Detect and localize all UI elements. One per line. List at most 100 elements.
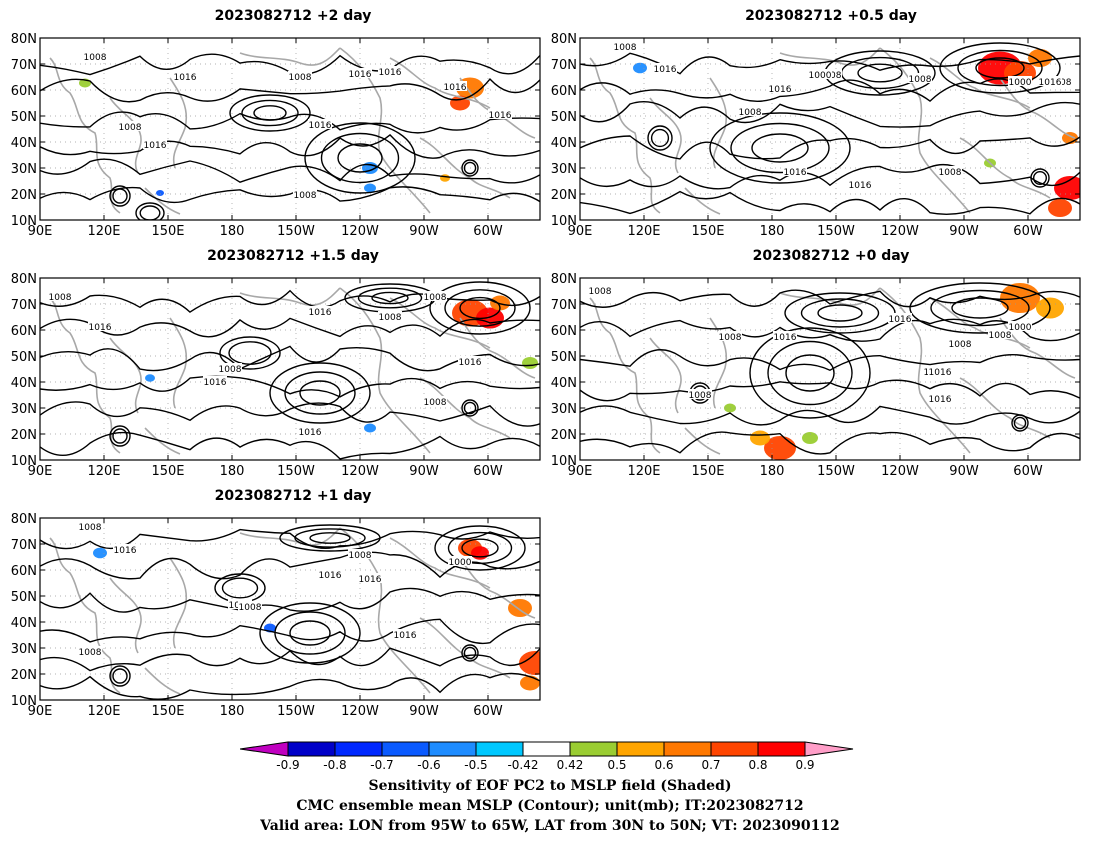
- lat-tick-label: 60N: [551, 324, 577, 339]
- lat-tick-label: 50N: [11, 110, 37, 125]
- colorbar-swatch: [616, 741, 665, 757]
- mslp-closed-contour: [800, 298, 880, 328]
- coastline: [144, 667, 181, 695]
- mslp-closed-contour: [1013, 416, 1027, 430]
- sensitivity-shade: [450, 95, 470, 111]
- lat-tick-label: 20N: [551, 188, 577, 203]
- mslp-contour: [40, 158, 540, 184]
- coastline: [419, 377, 511, 439]
- lat-tick-label: 40N: [11, 136, 37, 151]
- mslp-closed-contour: [909, 282, 1051, 334]
- mslp-contour: [40, 289, 540, 313]
- mslp-closed-contour: [463, 646, 477, 660]
- mslp-closed-contour: [294, 528, 366, 548]
- lat-tick-label: 10N: [11, 694, 37, 709]
- coastline: [109, 337, 142, 414]
- lat-tick-label: 10N: [551, 214, 577, 229]
- lon-tick-label: 90W: [949, 224, 979, 239]
- mslp-closed-contour: [749, 327, 871, 419]
- coastline: [709, 317, 728, 409]
- colorbar-label: -0.42: [507, 758, 538, 772]
- sensitivity-shade: [522, 357, 538, 369]
- sensitivity-shade: [764, 436, 796, 460]
- contour-label: 1016: [489, 111, 512, 121]
- mslp-contour: [40, 431, 540, 460]
- coastline: [589, 57, 661, 214]
- contour-label: 1016: [379, 68, 402, 78]
- sensitivity-shade: [452, 299, 488, 327]
- sensitivity-shade: [802, 432, 818, 444]
- contour-label: 1016: [204, 378, 227, 388]
- lon-tick-label: 150W: [277, 224, 315, 239]
- mslp-closed-contour: [269, 362, 371, 424]
- mslp-closed-contour: [139, 205, 161, 220]
- contour-label: 1016: [929, 395, 952, 405]
- contour-label: 1016: [144, 141, 167, 151]
- sensitivity-shade: [1054, 176, 1080, 200]
- mslp-closed-contour: [112, 188, 128, 204]
- map-frame: [39, 37, 541, 221]
- mslp-closed-contour: [279, 524, 381, 552]
- sensitivity-shade: [519, 651, 540, 675]
- contour-label: 1000: [809, 71, 832, 81]
- colorbar-label: 0.7: [701, 758, 720, 772]
- contour-label: 1008: [939, 168, 962, 178]
- contour-label: 1008: [229, 601, 252, 611]
- colorbar-swatch: [381, 741, 430, 757]
- panel-title-plus0-5: 2023082712 +0.5 day: [745, 8, 917, 24]
- caption-line-1: Sensitivity of EOF PC2 to MSLP field (Sh…: [368, 778, 732, 794]
- mslp-contour: [580, 135, 1080, 160]
- lat-tick-label: 70N: [11, 538, 37, 553]
- mslp-closed-contour: [299, 380, 341, 406]
- lat-tick-label: 80N: [551, 32, 577, 47]
- lon-tick-label: 150W: [277, 704, 315, 719]
- mslp-contour: [580, 431, 1080, 455]
- contour-label: 1000: [449, 558, 472, 568]
- mslp-contour: [40, 53, 540, 76]
- mslp-contour: [580, 289, 1080, 308]
- lon-tick-label: 120E: [87, 704, 120, 719]
- colorbar-swatch: [240, 741, 289, 757]
- contour-label: 1016: [654, 65, 677, 75]
- coastline: [959, 137, 1051, 199]
- contour-label: 1016: [174, 73, 197, 83]
- mslp-contour: [40, 647, 540, 672]
- colorbar-label: 0.9: [795, 758, 814, 772]
- lon-tick-label: 180: [220, 704, 245, 719]
- mslp-closed-contour: [444, 289, 516, 327]
- sensitivity-shade: [490, 295, 510, 311]
- mslp-closed-contour: [975, 57, 1025, 79]
- lat-tick-label: 30N: [11, 402, 37, 417]
- mslp-closed-contour: [857, 63, 903, 83]
- lat-tick-label: 60N: [11, 84, 37, 99]
- coastline: [169, 317, 188, 409]
- sensitivity-shade: [1004, 61, 1036, 85]
- contour-label: 1008: [589, 287, 612, 297]
- mslp-closed-contour: [228, 341, 272, 365]
- contour-label: 1016: [769, 85, 792, 95]
- contour-label: 1016: [444, 83, 467, 93]
- contour-label: 1008: [819, 71, 842, 81]
- caption-line-3: Valid area: LON from 95W to 65W, LAT fro…: [260, 818, 840, 834]
- mslp-contour: [580, 349, 1080, 371]
- sensitivity-shade: [440, 174, 450, 182]
- sensitivity-shade: [93, 547, 107, 559]
- mslp-closed-contour: [309, 532, 351, 544]
- sensitivity-shade: [1000, 283, 1040, 313]
- colorbar-swatch: [804, 741, 854, 757]
- lat-tick-label: 30N: [11, 162, 37, 177]
- lat-tick-label: 50N: [551, 350, 577, 365]
- sensitivity-shade: [1062, 132, 1078, 144]
- mslp-closed-contour: [447, 531, 513, 565]
- lat-tick-label: 50N: [11, 590, 37, 605]
- contour-label: 1008: [219, 365, 242, 375]
- coastline: [999, 77, 1076, 139]
- lon-tick-label: 120W: [341, 464, 379, 479]
- coastline: [929, 297, 1031, 349]
- mslp-contour: [580, 78, 1080, 103]
- mslp-contour: [40, 111, 540, 134]
- mslp-contour: [40, 672, 540, 700]
- contour-label: 1016: [459, 358, 482, 368]
